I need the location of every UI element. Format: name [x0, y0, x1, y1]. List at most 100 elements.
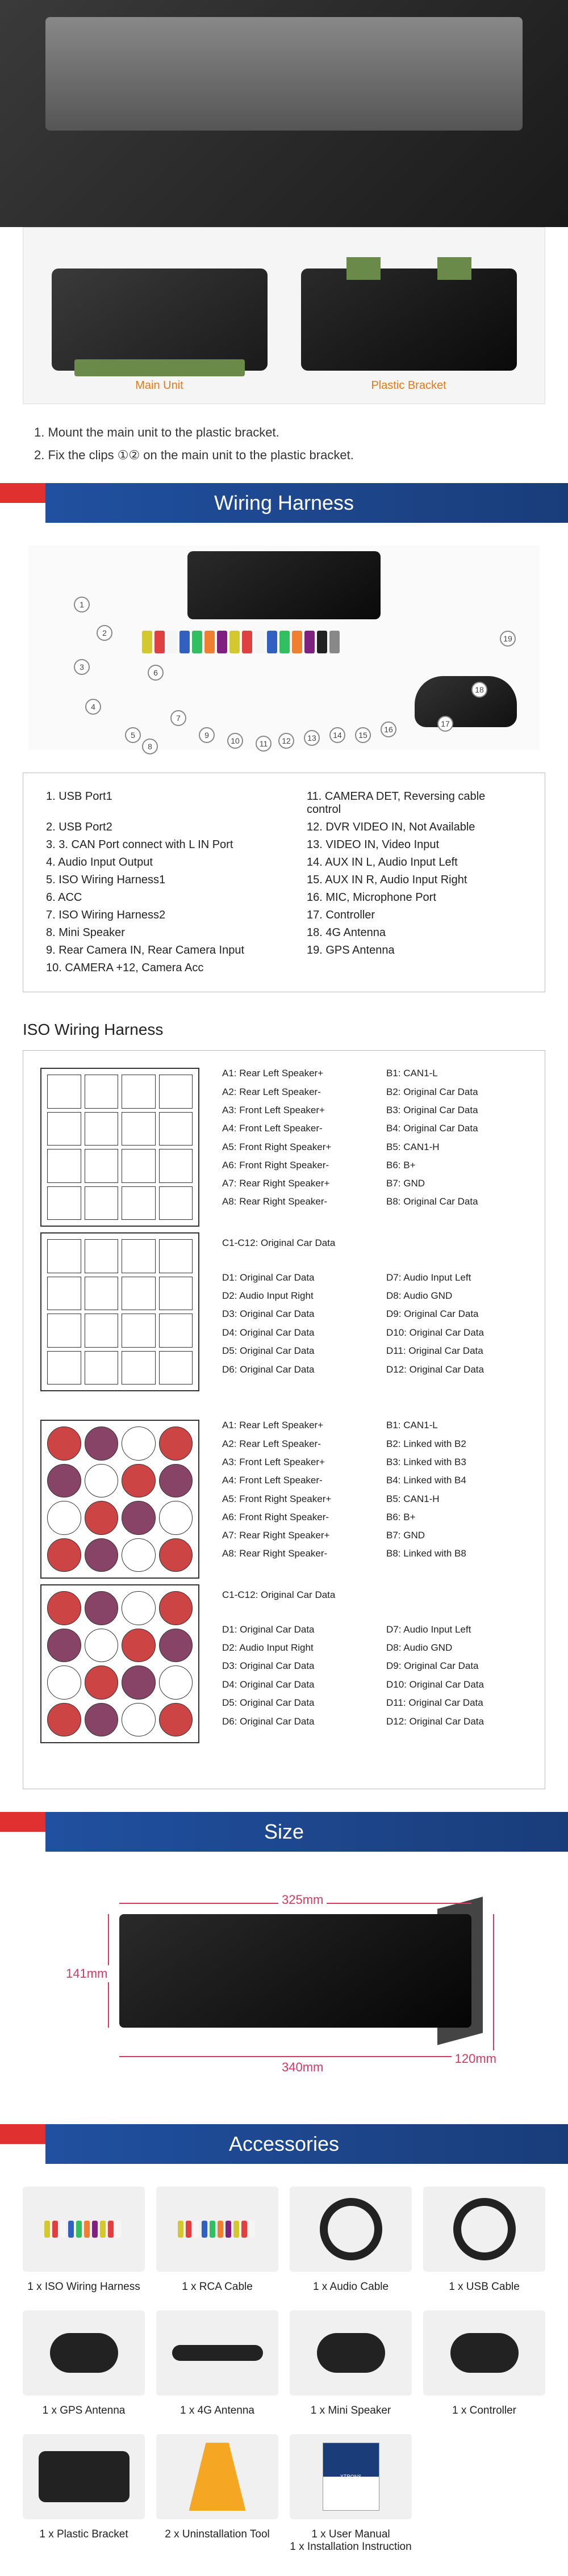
iso-pin: B7: GND [386, 1178, 528, 1193]
iso-pin: D12: Original Car Data [386, 1716, 528, 1731]
iso-pin: A6: Front Right Speaker- [222, 1160, 364, 1174]
accessory-card: 1 x RCA Cable [156, 2187, 278, 2293]
accessory-image [23, 2187, 145, 2272]
iso-title: ISO Wiring Harness [0, 1015, 568, 1050]
part-item: 19. GPS Antenna [307, 944, 522, 957]
part-badge-13: 13 [304, 730, 320, 746]
iso-pin: B1: CAN1-L [386, 1068, 528, 1083]
accessory-card: 1 x Mini Speaker [290, 2310, 412, 2417]
part-badge-5: 5 [125, 727, 141, 743]
part-badge-18: 18 [471, 682, 487, 698]
cable-plug [217, 631, 227, 653]
iso-pin: A7: Rear Right Speaker+ [222, 1178, 364, 1193]
part-item: 6. ACC [46, 891, 261, 904]
dashboard-screen-inset [45, 17, 523, 131]
accessories-title: Accessories [229, 2132, 339, 2156]
accessory-card: 1 x Controller [423, 2310, 545, 2417]
iso-pin: D2: Audio Input Right [222, 1642, 364, 1657]
cable-plug [254, 631, 265, 653]
iso-pin: D4: Original Car Data [222, 1679, 364, 1694]
size-header: Size [0, 1812, 568, 1852]
cable-plug [229, 631, 240, 653]
iso-pin: A4: Front Left Speaker- [222, 1475, 364, 1490]
part-item: 4. Audio Input Output [46, 856, 261, 869]
accessory-card: 1 x GPS Antenna [23, 2310, 145, 2417]
bracket-section: Main Unit Plastic Bracket [23, 227, 545, 404]
accessory-label: 1 x Audio Cable [313, 2281, 389, 2293]
dim-right: 120mm [452, 2050, 500, 2067]
accessory-image [23, 2310, 145, 2395]
iso-pin: D1: Original Car Data [222, 1272, 364, 1287]
part-badge-10: 10 [227, 733, 243, 749]
iso-pin: D8: Audio GND [386, 1290, 528, 1305]
size-diagram: 325mm 141mm 340mm 120mm [0, 1852, 568, 2124]
accessory-label: 1 x ISO Wiring Harness [27, 2281, 140, 2293]
accessory-image [423, 2310, 545, 2395]
main-unit-visual [52, 268, 268, 371]
part-item: 17. Controller [307, 909, 522, 922]
accessory-image [23, 2434, 145, 2519]
iso-pin: D10: Original Car Data [386, 1327, 528, 1342]
accessory-label: 1 x USB Cable [449, 2281, 520, 2293]
dim-bottom: 340mm [278, 2059, 327, 2076]
iso-pin: B7: GND [386, 1530, 528, 1545]
part-badge-2: 2 [97, 625, 112, 641]
dim-top: 325mm [278, 1891, 327, 1908]
iso-pin: D5: Original Car Data [222, 1697, 364, 1712]
iso-pin: B4: Original Car Data [386, 1123, 528, 1138]
wiring-diagram: 12345678910111213141516171819 [0, 523, 568, 773]
wiring-cables-visual [142, 631, 426, 699]
iso-pin: B2: Original Car Data [386, 1086, 528, 1101]
iso-pin: A3: Front Left Speaker+ [222, 1457, 364, 1471]
parts-list: 1. USB Port111. CAMERA DET, Reversing ca… [23, 773, 545, 992]
iso-pin: D9: Original Car Data [386, 1660, 528, 1675]
iso-pin: A3: Front Left Speaker+ [222, 1105, 364, 1119]
accessory-image [423, 2187, 545, 2272]
instruction-1: 1. Mount the main unit to the plastic br… [34, 421, 534, 444]
cable-plug [179, 631, 190, 653]
iso-pin: A6: Front Right Speaker- [222, 1512, 364, 1526]
iso-pin: B6: B+ [386, 1160, 528, 1174]
part-item: 16. MIC, Microphone Port [307, 891, 522, 904]
plastic-bracket-item: Plastic Bracket [301, 268, 517, 392]
wiring-header: Wiring Harness [0, 483, 568, 523]
iso-connector-diagram [40, 1420, 199, 1749]
iso-pin: A1: Rear Left Speaker+ [222, 1068, 364, 1083]
iso-pin: D3: Original Car Data [222, 1660, 364, 1675]
iso-pin: B3: Original Car Data [386, 1105, 528, 1119]
cable-plug [292, 631, 302, 653]
main-unit-item: Main Unit [52, 268, 268, 392]
iso-wiring-box: A1: Rear Left Speaker+ B1: CAN1-L A2: Rear… [23, 1050, 545, 1789]
cable-plug [279, 631, 290, 653]
part-badge-3: 3 [74, 659, 90, 675]
cable-plug [142, 631, 152, 653]
iso-pin: A7: Rear Right Speaker+ [222, 1530, 364, 1545]
dim-right-line [493, 1914, 494, 2050]
iso-pin: A5: Front Right Speaker+ [222, 1493, 364, 1508]
accessory-card: 1 x Audio Cable [290, 2187, 412, 2293]
cable-plug [242, 631, 252, 653]
part-badge-8: 8 [142, 739, 158, 754]
cable-plug [267, 631, 277, 653]
iso-pin-list: A1: Rear Left Speaker+B1: CAN1-LA2: Rear… [222, 1420, 528, 1749]
accessory-card: 1 x USB Cable [423, 2187, 545, 2293]
size-title: Size [264, 1820, 304, 1844]
accessory-card: 1 x 4G Antenna [156, 2310, 278, 2417]
accessory-label: 1 x 4G Antenna [180, 2405, 254, 2417]
accessory-card: XTRONS1 x User Manual 1 x Installation I… [290, 2434, 412, 2553]
accessory-label: 1 x RCA Cable [182, 2281, 253, 2293]
part-badge-11: 11 [256, 736, 272, 752]
mounting-instructions: 1. Mount the main unit to the plastic br… [0, 404, 568, 483]
main-unit-label: Main Unit [135, 379, 183, 392]
accessory-image: XTRONS [290, 2434, 412, 2519]
iso-pin: D11: Original Car Data [386, 1345, 528, 1360]
part-badge-12: 12 [278, 733, 294, 749]
part-badge-6: 6 [148, 665, 164, 681]
part-item: 12. DVR VIDEO IN, Not Available [307, 821, 522, 834]
iso-pin: B4: Linked with B4 [386, 1475, 528, 1490]
accessory-label: 1 x Controller [452, 2405, 516, 2417]
part-item: 7. ISO Wiring Harness2 [46, 909, 261, 922]
iso-pin: D5: Original Car Data [222, 1345, 364, 1360]
iso-pin: D3: Original Car Data [222, 1308, 364, 1323]
iso-pin: A2: Rear Left Speaker- [222, 1438, 364, 1453]
